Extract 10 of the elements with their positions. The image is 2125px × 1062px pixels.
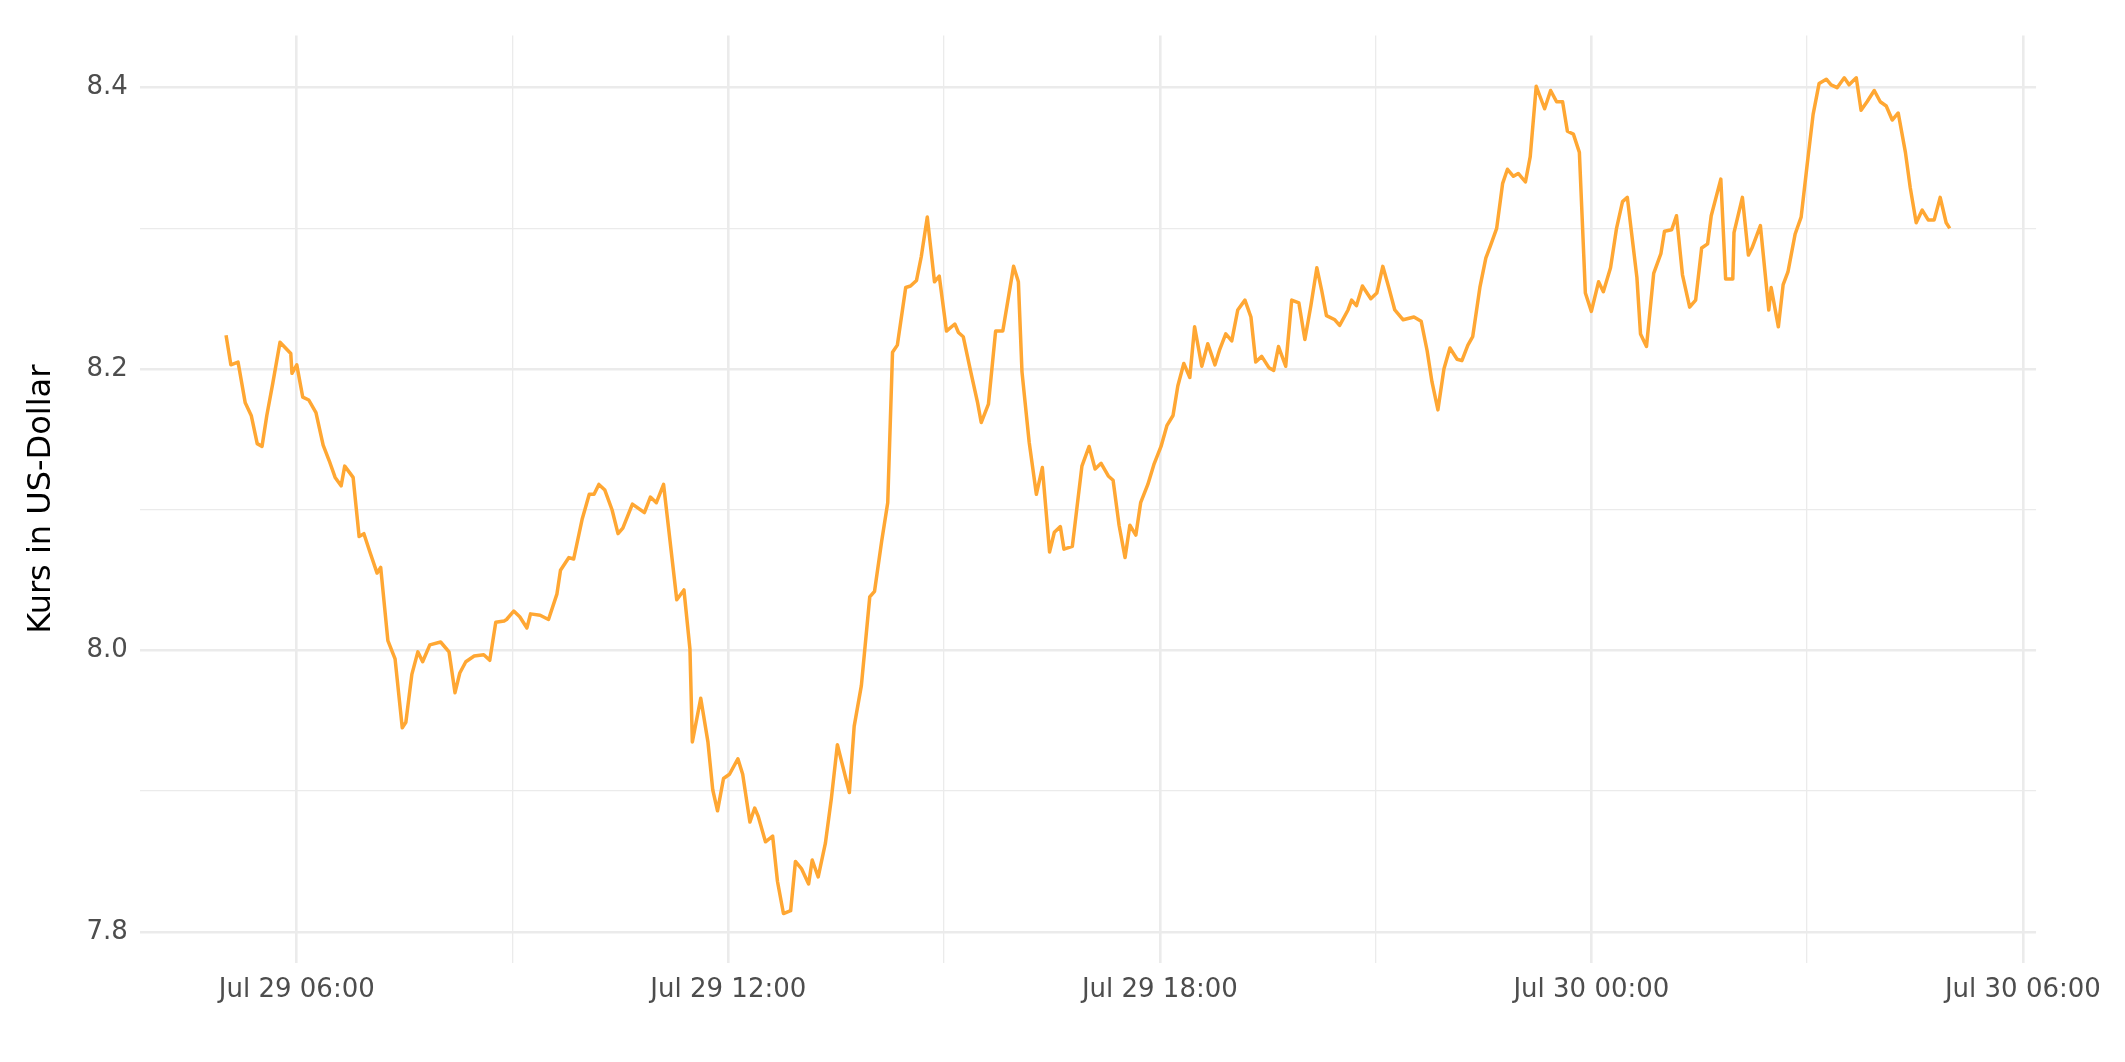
x-tick-label: Jul 29 18:00 [1079,973,1238,1004]
x-tick-label: Jul 30 00:00 [1511,973,1670,1004]
y-axis-title: Kurs in US-Dollar [19,363,58,634]
x-tick-label: Jul 30 06:00 [1942,973,2101,1004]
x-tick-label: Jul 29 12:00 [648,973,807,1004]
y-tick-label: 7.8 [86,914,128,945]
x-tick-label: Jul 29 06:00 [216,973,375,1004]
y-tick-label: 8.0 [86,633,128,664]
y-tick-label: 8.2 [86,351,128,382]
y-tick-label: 8.4 [86,70,128,101]
